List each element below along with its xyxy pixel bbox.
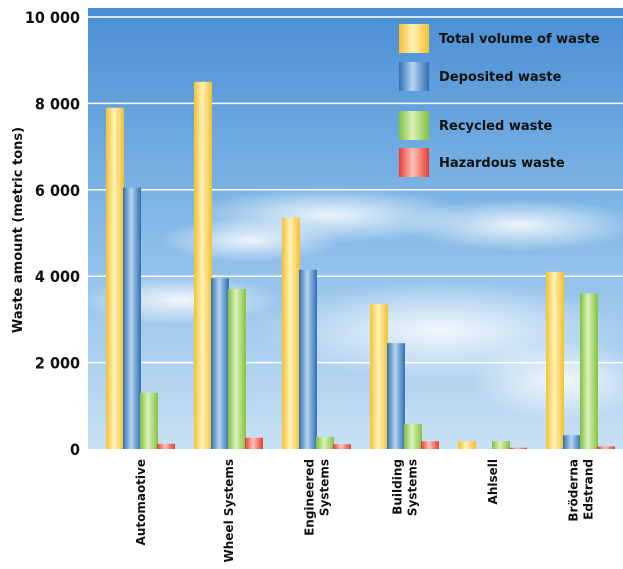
x-tick-label: Wheel Systems <box>222 459 236 562</box>
x-tick-label: Systems <box>318 459 332 516</box>
bar <box>404 423 422 449</box>
bar <box>387 343 405 449</box>
bar <box>157 443 175 449</box>
y-tick-label: 4 000 <box>35 267 80 286</box>
y-axis-ticks: 0 2 000 4 000 6 000 8 000 10 000 <box>25 8 80 459</box>
bar <box>282 217 300 449</box>
y-tick-label: 8 000 <box>35 94 80 113</box>
bar <box>211 278 229 449</box>
bar <box>106 107 124 449</box>
legend-label: Recycled waste <box>439 119 553 134</box>
y-tick-label: 10 000 <box>25 8 80 27</box>
legend-swatch <box>399 24 429 53</box>
legend-swatch <box>399 111 429 140</box>
gridlines <box>88 16 623 364</box>
bar <box>421 441 439 449</box>
bar <box>194 81 212 450</box>
x-tick-label: Engineered <box>303 459 317 536</box>
y-tick-label: 2 000 <box>35 354 80 373</box>
bar <box>546 271 564 449</box>
y-tick-label: 0 <box>70 440 80 459</box>
y-tick-label: 6 000 <box>35 181 80 200</box>
bars <box>106 81 615 450</box>
bar <box>299 269 317 449</box>
bar <box>458 441 476 449</box>
x-tick-label: Bröderna <box>567 459 581 522</box>
x-tick-label: Systems <box>406 459 420 516</box>
x-axis-labels: Automaotive Wheel Systems Engineered System… <box>134 459 596 562</box>
x-tick-label: Edstrand <box>582 459 596 520</box>
bar <box>140 392 158 449</box>
bar <box>370 304 388 449</box>
bar <box>580 293 598 449</box>
legend: Total volume of waste Deposited waste Recy… <box>399 24 600 177</box>
legend-swatch <box>399 148 429 177</box>
x-tick-label: Building <box>391 459 405 515</box>
bar <box>228 289 246 449</box>
x-tick-label: Ahlsell <box>486 459 500 504</box>
bar <box>245 437 263 449</box>
bar <box>492 441 510 449</box>
bar <box>316 436 334 449</box>
bar <box>509 447 527 449</box>
legend-label: Hazardous waste <box>439 156 565 171</box>
y-axis-label: Waste amount (metric tons) <box>11 127 26 333</box>
legend-label: Total volume of waste <box>439 32 600 47</box>
bar <box>333 444 351 449</box>
legend-swatch <box>399 62 429 91</box>
bar <box>597 446 615 449</box>
bar <box>123 187 141 449</box>
legend-label: Deposited waste <box>439 70 562 85</box>
x-tick-label: Automaotive <box>134 459 148 545</box>
bar <box>563 435 581 449</box>
